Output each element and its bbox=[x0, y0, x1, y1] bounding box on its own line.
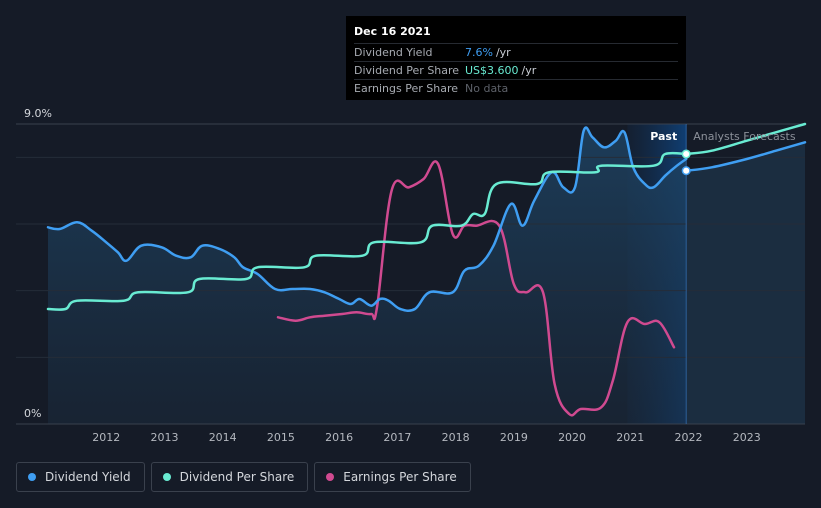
legend-dot bbox=[326, 473, 335, 481]
y-axis-bottom-label: 0% bbox=[24, 407, 41, 420]
past-region-label: Past bbox=[650, 130, 677, 143]
dividend-per-share-forecast-line bbox=[684, 122, 807, 156]
dividend-per-share-line bbox=[46, 151, 688, 311]
x-tick-label: 2023 bbox=[733, 431, 761, 444]
tooltip-row-earnings-per-share: Earnings Per Share No data bbox=[354, 79, 678, 97]
x-tick-label: 2014 bbox=[209, 431, 237, 444]
x-tick-label: 2018 bbox=[442, 431, 470, 444]
x-tick-label: 2015 bbox=[267, 431, 295, 444]
chart: 9.0% 0% 2012 2013 2014 2015 2016 2017 2018 2019 20… bbox=[16, 107, 807, 444]
dividend-yield-forecast-line bbox=[684, 141, 807, 172]
legend-item-dividend-yield[interactable]: Dividend Yield bbox=[16, 462, 145, 492]
tooltip-unit: /yr bbox=[495, 46, 511, 59]
dividend-yield-line bbox=[46, 126, 688, 312]
tooltip-date: Dec 16 2021 bbox=[354, 25, 431, 38]
x-tick-label: 2016 bbox=[325, 431, 353, 444]
tooltip-label: Earnings Per Share bbox=[354, 82, 459, 95]
x-tick-label: 2013 bbox=[150, 431, 178, 444]
tooltip-unit: /yr bbox=[521, 64, 537, 77]
legend-item-earnings-per-share[interactable]: Earnings Per Share bbox=[314, 462, 471, 492]
earnings-per-share-line bbox=[276, 160, 676, 417]
legend: Dividend Yield Dividend Per Share Earnin… bbox=[16, 462, 471, 492]
tooltip-value: US$3.600 bbox=[465, 64, 519, 77]
legend-dot bbox=[162, 473, 171, 481]
y-axis-top-label: 9.0% bbox=[24, 107, 52, 120]
legend-label: Earnings Per Share bbox=[343, 470, 457, 484]
tooltip-label: Dividend Per Share bbox=[354, 64, 460, 77]
forecast-region-label: Analysts Forecasts bbox=[693, 130, 796, 143]
dividend-yield-area bbox=[48, 127, 687, 425]
x-tick-label: 2012 bbox=[92, 431, 120, 444]
legend-item-dividend-per-share[interactable]: Dividend Per Share bbox=[150, 462, 309, 492]
tooltip: Dec 16 2021 Dividend Yield 7.6% /yr Divi… bbox=[346, 16, 686, 100]
tooltip-value: No data bbox=[465, 82, 509, 95]
tooltip-row-dividend-per-share: Dividend Per Share US$3.600 /yr bbox=[354, 61, 678, 79]
legend-label: Dividend Per Share bbox=[179, 470, 295, 484]
dividend-yield-forecast-area bbox=[686, 142, 805, 425]
dividend-per-share-marker bbox=[681, 149, 691, 159]
x-tick-label: 2017 bbox=[383, 431, 411, 444]
legend-label: Dividend Yield bbox=[45, 470, 131, 484]
x-tick-label: 2021 bbox=[616, 431, 644, 444]
x-tick-label: 2020 bbox=[558, 431, 586, 444]
tooltip-row-dividend-yield: Dividend Yield 7.6% /yr bbox=[354, 43, 678, 61]
legend-dot bbox=[28, 473, 36, 481]
tooltip-value: 7.6% bbox=[465, 46, 493, 59]
x-tick-label: 2022 bbox=[675, 431, 703, 444]
tooltip-label: Dividend Yield bbox=[354, 46, 433, 59]
dividend-yield-marker bbox=[681, 166, 691, 176]
x-tick-label: 2019 bbox=[500, 431, 528, 444]
